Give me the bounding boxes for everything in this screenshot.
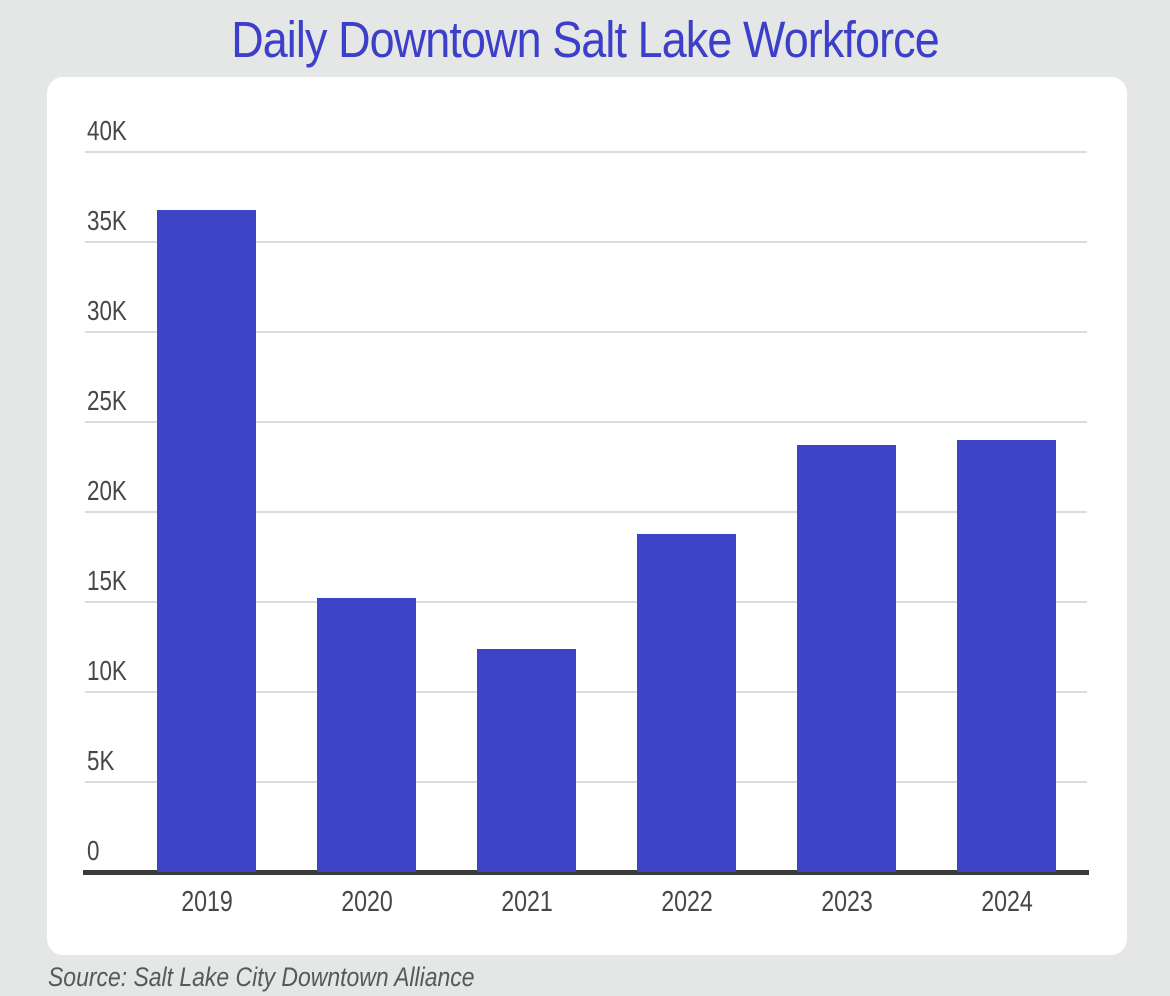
bar-2022	[637, 533, 736, 872]
bar-2023	[797, 445, 896, 872]
plot-area: 40K 35K 30K 25K 20K 15K 10K 5K 0 2019 2020 2021 2022…	[83, 116, 1089, 918]
source-attribution: Source: Salt Lake City Downtown Alliance	[48, 962, 475, 992]
chart-card: 40K 35K 30K 25K 20K 15K 10K 5K 0 2019 2020 2021 2022…	[47, 77, 1127, 955]
bar-2024	[957, 440, 1056, 872]
x-tick-label: 2021	[500, 886, 553, 918]
y-tick-label: 30K	[87, 295, 127, 326]
gridline-25K	[85, 421, 1087, 423]
x-tick-label: 2023	[820, 886, 873, 918]
bar-2021	[477, 648, 576, 872]
x-tick-label: 2022	[660, 886, 713, 918]
gridline-5K	[85, 781, 1087, 783]
gridline-10K	[85, 691, 1087, 693]
y-tick-label: 0	[87, 835, 100, 866]
bar-2019	[157, 209, 256, 872]
x-tick-label: 2019	[180, 886, 233, 918]
gridline-40K	[85, 151, 1087, 153]
gridline-30K	[85, 331, 1087, 333]
y-tick-label: 20K	[87, 475, 127, 506]
gridline-20K	[85, 511, 1087, 513]
y-tick-label: 5K	[87, 745, 115, 776]
chart-title: Daily Downtown Salt Lake Workforce	[231, 11, 939, 68]
y-tick-label: 35K	[87, 205, 127, 236]
y-tick-label: 40K	[87, 115, 127, 146]
x-tick-label: 2024	[980, 886, 1033, 918]
y-tick-label: 10K	[87, 655, 127, 686]
y-tick-label: 15K	[87, 565, 127, 596]
bar-2020	[317, 598, 416, 872]
x-tick-label: 2020	[340, 886, 393, 918]
x-axis-line	[83, 870, 1089, 875]
gridline-15K	[85, 601, 1087, 603]
y-tick-label: 25K	[87, 385, 127, 416]
gridline-35K	[85, 241, 1087, 243]
